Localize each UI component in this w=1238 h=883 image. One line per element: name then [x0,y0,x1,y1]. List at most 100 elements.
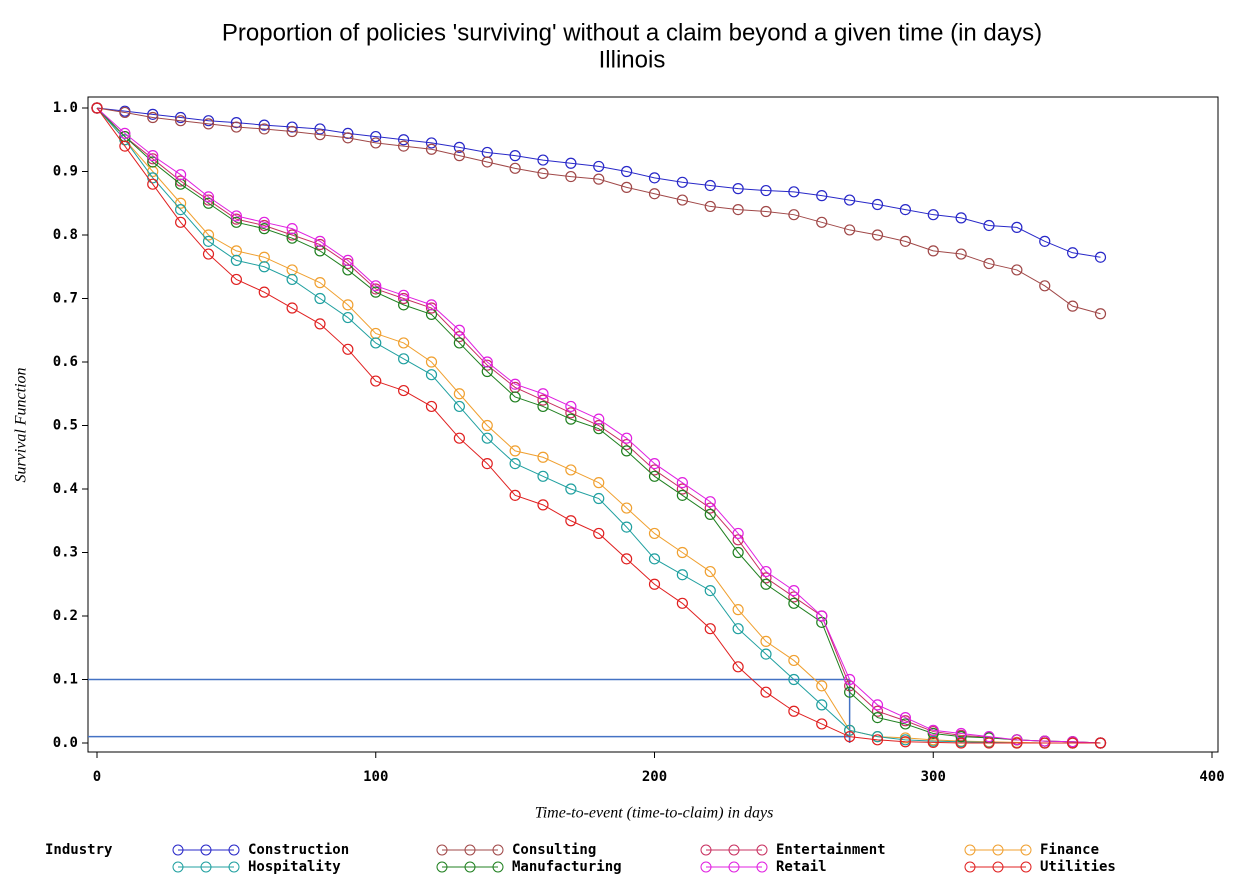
survival-marker [481,419,493,432]
survival-marker [676,194,688,206]
survival-marker [1067,737,1079,749]
survival-marker [676,569,688,581]
survival-marker [565,413,577,425]
legend-marker [728,861,740,873]
y-tick-label: 0.9 [53,164,78,180]
legend-marker [964,861,976,873]
x-tick-label: 200 [642,769,667,785]
survival-marker [481,359,493,371]
survival-marker [1094,308,1107,320]
survival-marker [732,183,744,195]
survival-marker [760,205,772,218]
survival-marker [258,261,270,273]
survival-marker [509,162,521,174]
survival-marker [788,591,800,603]
survival-marker [704,496,716,508]
legend-marker [992,844,1004,856]
survival-marker [760,648,772,660]
survival-marker [537,400,549,413]
plot-frame [87,96,1219,753]
x-tick-label: 300 [921,769,946,785]
survival-marker [648,458,661,470]
survival-line [96,107,1101,744]
y-tick-label: 0.7 [53,291,78,307]
survival-marker [1039,235,1051,247]
survival-marker [286,273,298,286]
survival-marker [537,388,549,400]
survival-marker [537,499,549,511]
survival-marker [370,137,382,149]
survival-marker [565,170,577,183]
legend-marker [436,844,448,856]
legend-marker [200,844,212,856]
survival-marker [871,229,884,241]
survival-marker [314,292,326,305]
legend-marker [728,844,740,856]
survival-marker [704,508,716,521]
survival-marker [648,553,661,565]
survival-marker [453,388,465,400]
legend-marker [436,861,448,873]
survival-line [96,107,1101,744]
survival-marker [648,527,661,540]
survival-marker [370,375,382,387]
survival-marker [147,111,159,124]
survival-marker [927,245,939,257]
survival-marker [1011,734,1023,746]
survival-marker [593,413,605,425]
x-axis-title: Time-to-event (time-to-claim) in days [535,805,774,822]
survival-marker [481,356,493,368]
survival-marker [565,515,577,527]
survival-marker [844,731,856,743]
survival-marker [565,483,577,495]
survival-marker [370,280,382,292]
survival-marker [1011,221,1023,233]
survival-marker [370,283,382,295]
survival-marker [621,521,633,533]
survival-marker [286,121,298,133]
survival-marker [704,584,716,597]
survival-marker [732,546,744,559]
survival-marker [844,680,856,692]
survival-marker [202,197,215,209]
survival-marker [398,134,410,146]
survival-marker [314,235,326,247]
survival-line [96,107,1101,315]
x-tick-label: 100 [363,769,388,785]
survival-marker [621,553,633,565]
survival-marker [202,235,215,247]
survival-marker [676,597,688,609]
survival-marker [398,384,410,397]
legend-marker [492,844,504,856]
survival-marker [425,137,438,149]
survival-marker [871,711,884,724]
survival-marker [537,167,549,180]
survival-marker [983,219,995,232]
survival-marker [621,445,633,457]
survival-marker [593,477,605,489]
survival-marker [871,734,884,746]
survival-marker [147,178,159,190]
survival-marker [621,181,633,193]
survival-marker [788,654,800,667]
survival-marker [398,337,410,349]
survival-marker [258,219,270,232]
survival-marker [1094,737,1107,749]
survival-marker [648,578,661,590]
survival-marker [871,705,884,717]
legend-marker [700,844,712,856]
survival-marker [955,737,967,749]
survival-marker [509,458,521,470]
survival-marker [844,673,856,686]
survival-marker [1039,280,1051,292]
survival-marker [370,286,382,298]
survival-marker [565,157,577,169]
x-tick-label: 0 [93,769,101,785]
survival-marker [147,108,159,120]
survival-marker [621,165,633,178]
survival-marker [788,209,800,221]
survival-marker [342,311,354,324]
survival-marker [760,635,772,648]
survival-marker [342,127,354,139]
